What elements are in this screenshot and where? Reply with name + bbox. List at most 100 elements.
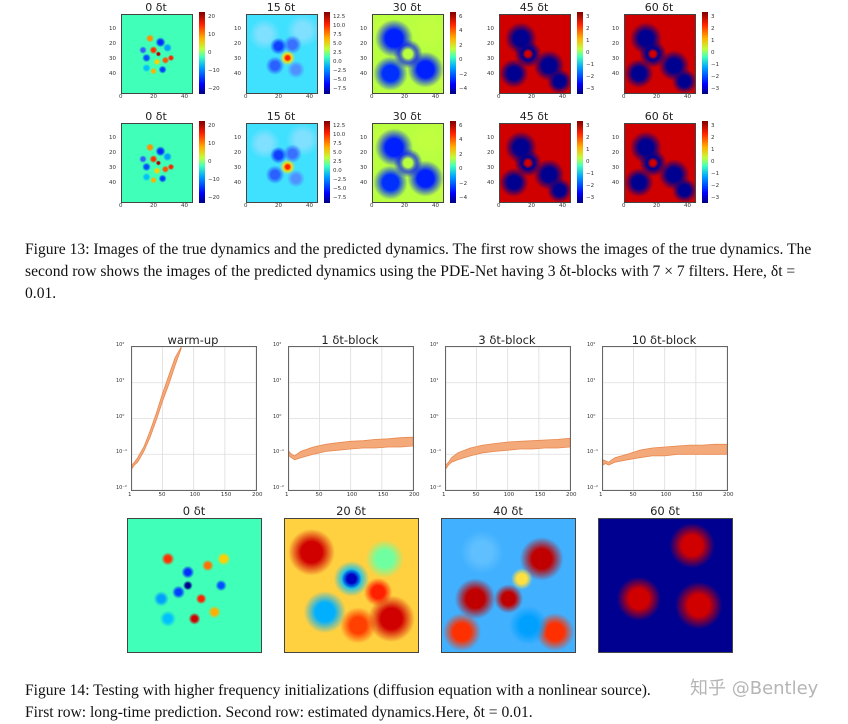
fig14-ytick-4-1: 10¹	[587, 377, 596, 384]
fig13-cbar-label-r1-c5-1: 2	[711, 26, 715, 32]
fig13-xtick-r1-c4-2: 40	[559, 94, 566, 100]
fig14-ytick-1-1: 10¹	[116, 377, 125, 384]
fig13-xtick-r1-c1-1: 20	[150, 94, 157, 100]
fig13-cbar-label-r1-c4-4: −1	[586, 62, 595, 68]
fig13-heatmap-r2-c1	[121, 123, 193, 203]
fig13-ytick-r2-c2-3: 30	[234, 165, 241, 171]
fig13-ytick-r1-c5-3: 30	[612, 56, 619, 62]
fig13-cbar-label-r1-c2-8: −7.5	[333, 86, 347, 92]
fig13-ytick-r2-c1-3: 30	[109, 165, 116, 171]
fig13-cbar-label-r1-c1-4: −20	[208, 86, 220, 92]
fig13-cbar-label-r2-c4-5: −2	[586, 183, 595, 189]
fig13-ytick-r2-c1-1: 10	[109, 135, 116, 141]
fig14-xtick-1-4: 200	[252, 492, 263, 498]
fig13-heatmap-r2-c3	[372, 123, 444, 203]
fig13-xtick-r1-c4-1: 20	[528, 94, 535, 100]
fig13-cbar-label-r1-c3-2: 2	[459, 42, 463, 49]
fig13-cbar-label-r1-c4-0: 3	[586, 14, 590, 20]
fig14-error-band-1	[132, 347, 182, 470]
fig13-panel-title-r2-c2: 15 δt	[266, 110, 296, 123]
fig13-ytick-r1-c3-1: 10	[360, 26, 367, 32]
fig14-xtick-2-4: 200	[409, 492, 420, 498]
fig13-cbar-label-r1-c3-5: −4	[459, 86, 468, 92]
fig13-ytick-r2-c5-3: 30	[612, 165, 619, 171]
fig13-heatmap-r1-c4	[499, 14, 571, 94]
fig13-cbar-label-r1-c5-5: −2	[711, 74, 720, 80]
fig13-cbar-label-r2-c1-4: −20	[208, 195, 220, 201]
fig13-ytick-r2-c2-1: 10	[234, 135, 241, 141]
fig13-xtick-r2-c3-1: 20	[401, 203, 408, 209]
fig13-xtick-r1-c3-2: 40	[432, 94, 439, 100]
fig13-cbar-label-r1-c5-3: 0	[711, 50, 715, 56]
fig13-cbar-label-r1-c4-2: 1	[586, 38, 590, 44]
fig13-colorbar-r2-c4	[577, 121, 583, 203]
fig13-cbar-label-r2-c4-3: 0	[586, 159, 590, 165]
fig14-ytick-1-4: 10⁻²	[116, 485, 128, 491]
fig14-error-band-2	[289, 436, 413, 461]
fig13-cbar-label-r2-c5-4: −1	[711, 171, 720, 177]
fig13-xtick-r2-c4-0: 0	[497, 203, 501, 209]
fig13-ytick-r1-c1-2: 20	[109, 41, 116, 47]
fig13-cbar-label-r2-c2-0: 12.5	[333, 123, 346, 129]
fig13-cbar-label-r1-c2-0: 12.5	[333, 14, 346, 20]
fig13-panel-title-r1-c4: 45 δt	[519, 1, 549, 14]
fig14-xtick-2-0: 1	[285, 492, 289, 498]
fig13-ytick-r2-c3-1: 10	[360, 135, 367, 141]
fig14-heatmap-4	[598, 518, 733, 653]
fig14-ytick-2-2: 10⁰	[273, 413, 282, 420]
fig13-ytick-r1-c1-4: 40	[109, 71, 116, 77]
fig14-ytick-3-4: 10⁻²	[430, 485, 442, 491]
fig13-cbar-label-r2-c1-3: −10	[208, 177, 220, 183]
fig13-heatmap-r2-c5	[624, 123, 696, 203]
fig13-cbar-label-r1-c1-3: −10	[208, 68, 220, 74]
fig14-ytick-2-4: 10⁻²	[273, 485, 285, 491]
fig14-xtick-1-2: 100	[189, 492, 201, 498]
fig14-ytick-1-0: 10²	[116, 342, 125, 348]
fig13-cbar-label-r2-c2-6: −2.5	[333, 177, 347, 183]
fig14-error-band-4	[603, 443, 727, 466]
fig13-cbar-label-r1-c1-0: 20	[208, 14, 215, 20]
figure-13-caption: Figure 13: Images of the true dynamics a…	[25, 241, 812, 302]
fig13-colorbar-r1-c4	[577, 12, 583, 94]
fig13-xtick-r2-c2-2: 40	[306, 203, 313, 209]
fig14-ytick-4-0: 10²	[587, 342, 596, 348]
fig13-colorbar-r2-c2	[324, 121, 330, 203]
fig13-ytick-r2-c5-2: 20	[612, 150, 619, 156]
fig13-xtick-r1-c3-1: 20	[401, 94, 408, 100]
fig13-ytick-r2-c4-4: 40	[487, 180, 494, 186]
fig14-xtick-1-1: 50	[158, 492, 166, 498]
fig14-lineplot-3	[445, 346, 571, 491]
fig13-ytick-r1-c2-4: 40	[234, 71, 241, 77]
fig13-cbar-label-r1-c2-7: −5.0	[333, 77, 347, 83]
fig13-cbar-label-r2-c5-1: 2	[711, 135, 715, 141]
fig13-cbar-label-r1-c3-1: 4	[459, 28, 463, 35]
fig13-cbar-label-r1-c2-1: 10.0	[333, 23, 346, 29]
fig13-heatmap-r1-c1	[121, 14, 193, 94]
fig14-heatmap-title-1: 0 δt	[182, 504, 206, 518]
fig13-xtick-r2-c2-0: 0	[244, 203, 248, 209]
fig13-cbar-label-r1-c2-4: 2.5	[333, 50, 342, 56]
fig13-cbar-label-r1-c1-2: 0	[208, 50, 212, 56]
fig13-cbar-label-r2-c2-7: −5.0	[333, 186, 347, 192]
fig13-ytick-r1-c1-3: 30	[109, 56, 116, 62]
fig14-ytick-2-3: 10⁻¹	[273, 449, 285, 456]
fig13-xtick-r2-c1-1: 20	[150, 203, 157, 209]
fig14-lineplot-svg-3	[446, 347, 570, 490]
fig14-plot-title-4: 10 δt-block	[631, 333, 697, 347]
fig14-xtick-1-0: 1	[128, 492, 132, 498]
fig13-ytick-r2-c1-4: 40	[109, 180, 116, 186]
fig13-xtick-r1-c2-2: 40	[306, 94, 313, 100]
fig13-cbar-label-r2-c3-3: 0	[459, 166, 463, 173]
fig13-xtick-r2-c4-1: 20	[528, 203, 535, 209]
fig13-ytick-r2-c1-2: 20	[109, 150, 116, 156]
fig13-xtick-r2-c5-1: 20	[653, 203, 660, 209]
fig13-ytick-r1-c4-1: 10	[487, 26, 494, 32]
fig13-ytick-r2-c3-3: 30	[360, 165, 367, 171]
fig14-ytick-3-3: 10⁻¹	[430, 449, 442, 456]
fig13-ytick-r1-c5-1: 10	[612, 26, 619, 32]
fig13-xtick-r2-c1-0: 0	[119, 203, 123, 209]
fig14-ytick-2-1: 10¹	[273, 377, 282, 384]
fig13-cbar-label-r1-c3-3: 0	[459, 57, 463, 64]
fig14-lineplot-2	[288, 346, 414, 491]
fig14-ytick-3-2: 10⁰	[430, 413, 439, 420]
